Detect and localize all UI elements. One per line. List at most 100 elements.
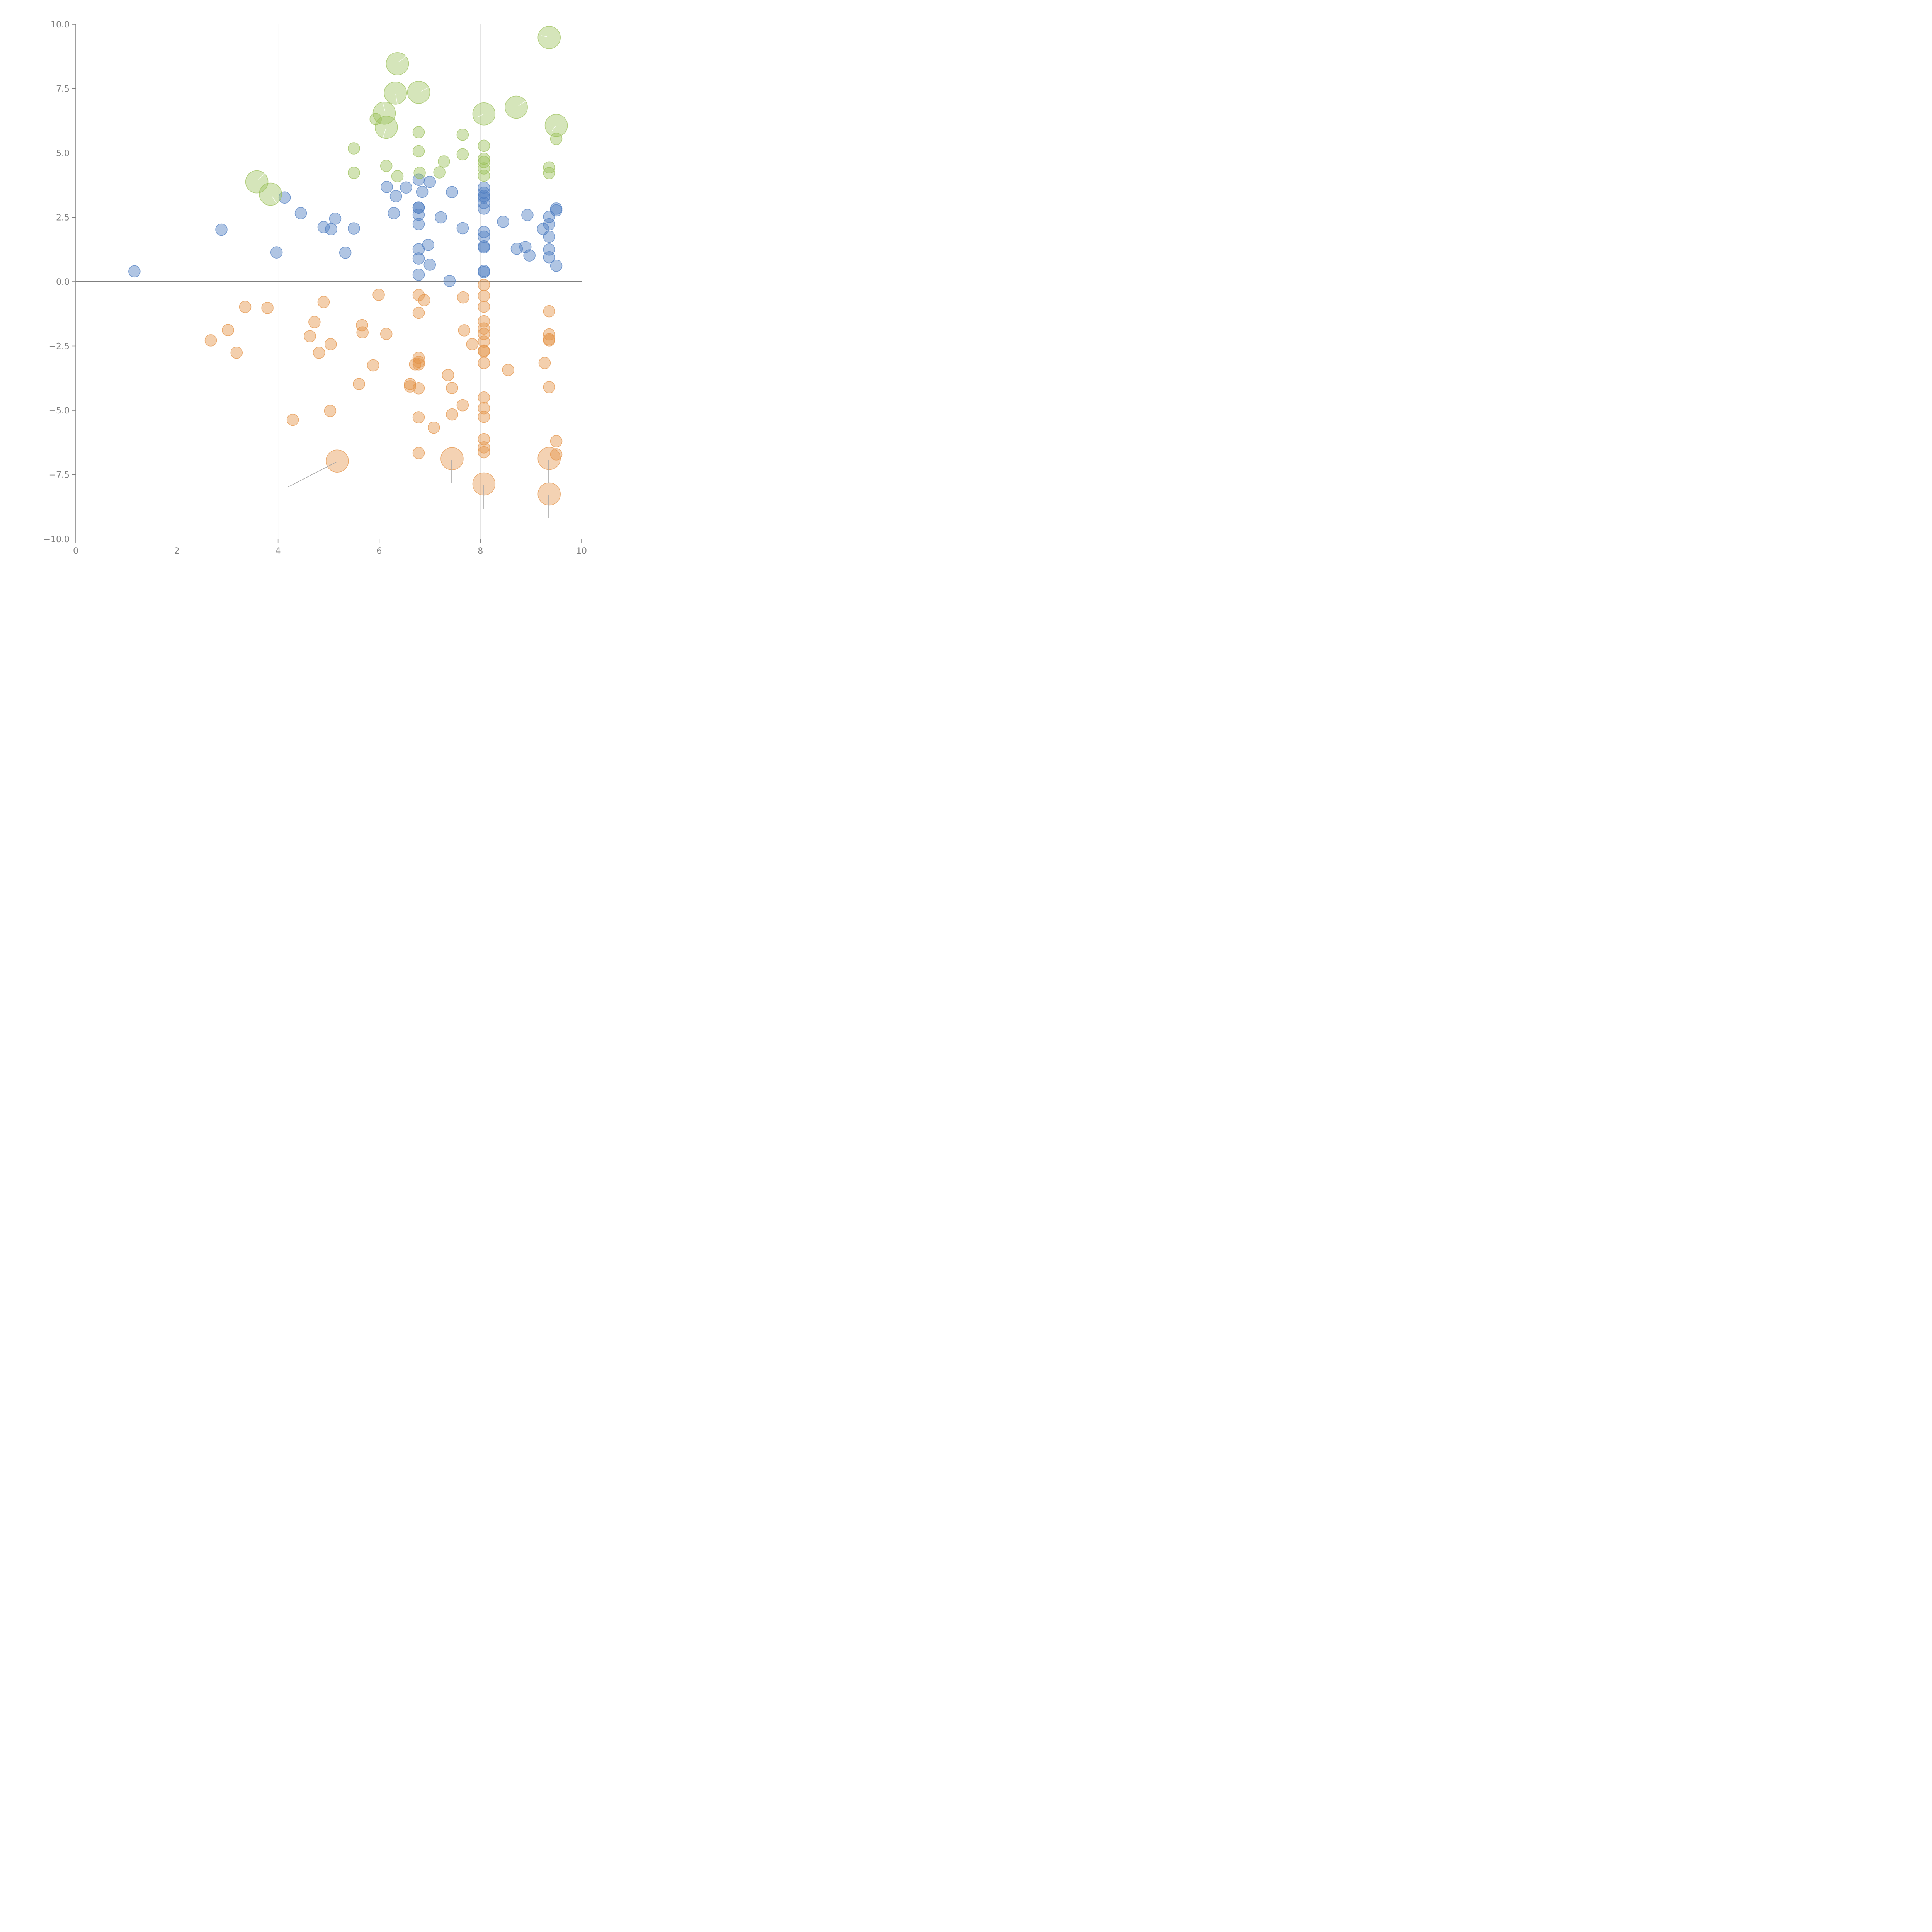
orange-point: [446, 408, 458, 421]
y-tick-label: −2.5: [49, 342, 70, 352]
orange-point: [456, 399, 469, 412]
blue-point: [478, 241, 490, 254]
green-large-point: [384, 82, 407, 105]
orange-point: [353, 378, 365, 390]
orange-point: [239, 301, 252, 313]
annotation-leader-line: [383, 129, 386, 137]
orange-point: [478, 345, 490, 358]
orange-point: [356, 326, 369, 338]
blue-point: [294, 207, 307, 219]
blue-point: [423, 175, 436, 188]
orange-point: [204, 334, 217, 347]
annotation-leader-line: [518, 100, 527, 106]
green-point: [478, 152, 490, 165]
blue-point: [446, 186, 458, 198]
blue-point: [521, 209, 534, 221]
orange-point: [418, 294, 430, 306]
blue-point: [456, 222, 469, 235]
blue-point: [423, 259, 436, 271]
blue-point: [550, 204, 563, 217]
blue-point: [215, 223, 228, 236]
blue-point: [412, 269, 425, 281]
orange-large-point: [440, 447, 464, 470]
blue-point: [412, 209, 425, 221]
orange-point: [412, 411, 425, 423]
y-tick-label: 7.5: [56, 85, 70, 94]
blue-point: [412, 218, 425, 230]
data-points: [128, 26, 568, 506]
green-point: [369, 113, 382, 125]
blue-point: [497, 216, 509, 228]
orange-point: [478, 402, 490, 415]
orange-point: [412, 352, 425, 364]
orange-large-point: [537, 482, 561, 506]
green-point: [456, 148, 469, 161]
orange-point: [367, 359, 379, 372]
blue-point: [388, 207, 400, 219]
green-large-point: [245, 170, 269, 194]
green-point: [478, 139, 490, 152]
blue-point: [381, 181, 393, 193]
orange-point: [478, 441, 490, 454]
green-large-point: [537, 26, 561, 49]
orange-point: [478, 357, 490, 369]
orange-point: [308, 316, 321, 328]
tick-labels: 0 2 4 6 8 10 10.0 7.5 5.0 2.5 0.0 −2.5 −5.0 −7.5 −10.0: [44, 20, 587, 556]
green-large-point: [386, 52, 409, 75]
blue-point: [478, 230, 490, 243]
orange-point: [478, 410, 490, 423]
y-tick-label: 10.0: [51, 20, 70, 30]
annotation-leader-line: [398, 56, 407, 62]
orange-point: [478, 391, 490, 404]
orange-point: [372, 289, 385, 301]
orange-point: [442, 369, 454, 381]
orange-point: [458, 324, 471, 337]
orange-point: [230, 347, 243, 359]
orange-point: [478, 300, 490, 313]
green-point: [550, 133, 563, 145]
orange-point: [478, 279, 490, 291]
blue-point: [523, 249, 536, 262]
blue-point: [478, 226, 490, 238]
green-point: [412, 126, 425, 138]
axes: [72, 24, 582, 543]
y-tick-label: −5.0: [49, 406, 70, 416]
orange-point: [478, 446, 490, 459]
green-point: [478, 156, 490, 168]
annotation-leader-line: [272, 196, 277, 204]
x-tick-label: 6: [376, 546, 382, 556]
green-point: [543, 167, 555, 179]
y-tick-label: 5.0: [56, 149, 70, 158]
y-tick-label: −7.5: [49, 471, 70, 480]
blue-point: [128, 265, 141, 278]
y-tick-label: −10.0: [44, 535, 70, 544]
blue-point: [478, 186, 490, 199]
x-tick-label: 10: [576, 546, 587, 556]
orange-point: [457, 291, 469, 304]
orange-point: [304, 330, 316, 342]
orange-point: [412, 306, 425, 319]
x-tick-label: 2: [174, 546, 180, 556]
blue-point: [325, 223, 337, 235]
orange-point: [538, 357, 551, 369]
blue-point: [317, 221, 330, 233]
green-point: [412, 145, 425, 158]
orange-point: [222, 324, 234, 336]
green-point: [413, 167, 426, 179]
orange-point: [286, 413, 299, 426]
orange-point: [478, 335, 490, 348]
orange-point: [261, 302, 274, 314]
x-tick-label: 0: [73, 546, 78, 556]
blue-point: [389, 190, 402, 202]
orange-point: [412, 358, 425, 371]
orange-point: [478, 289, 490, 302]
orange-point: [478, 315, 490, 328]
blue-point: [543, 218, 555, 231]
orange-point: [543, 381, 555, 393]
blue-point: [412, 252, 425, 265]
orange-point: [550, 448, 563, 461]
blue-point: [329, 213, 342, 225]
orange-point: [543, 305, 555, 318]
green-point: [478, 162, 490, 175]
blue-point: [478, 202, 490, 215]
